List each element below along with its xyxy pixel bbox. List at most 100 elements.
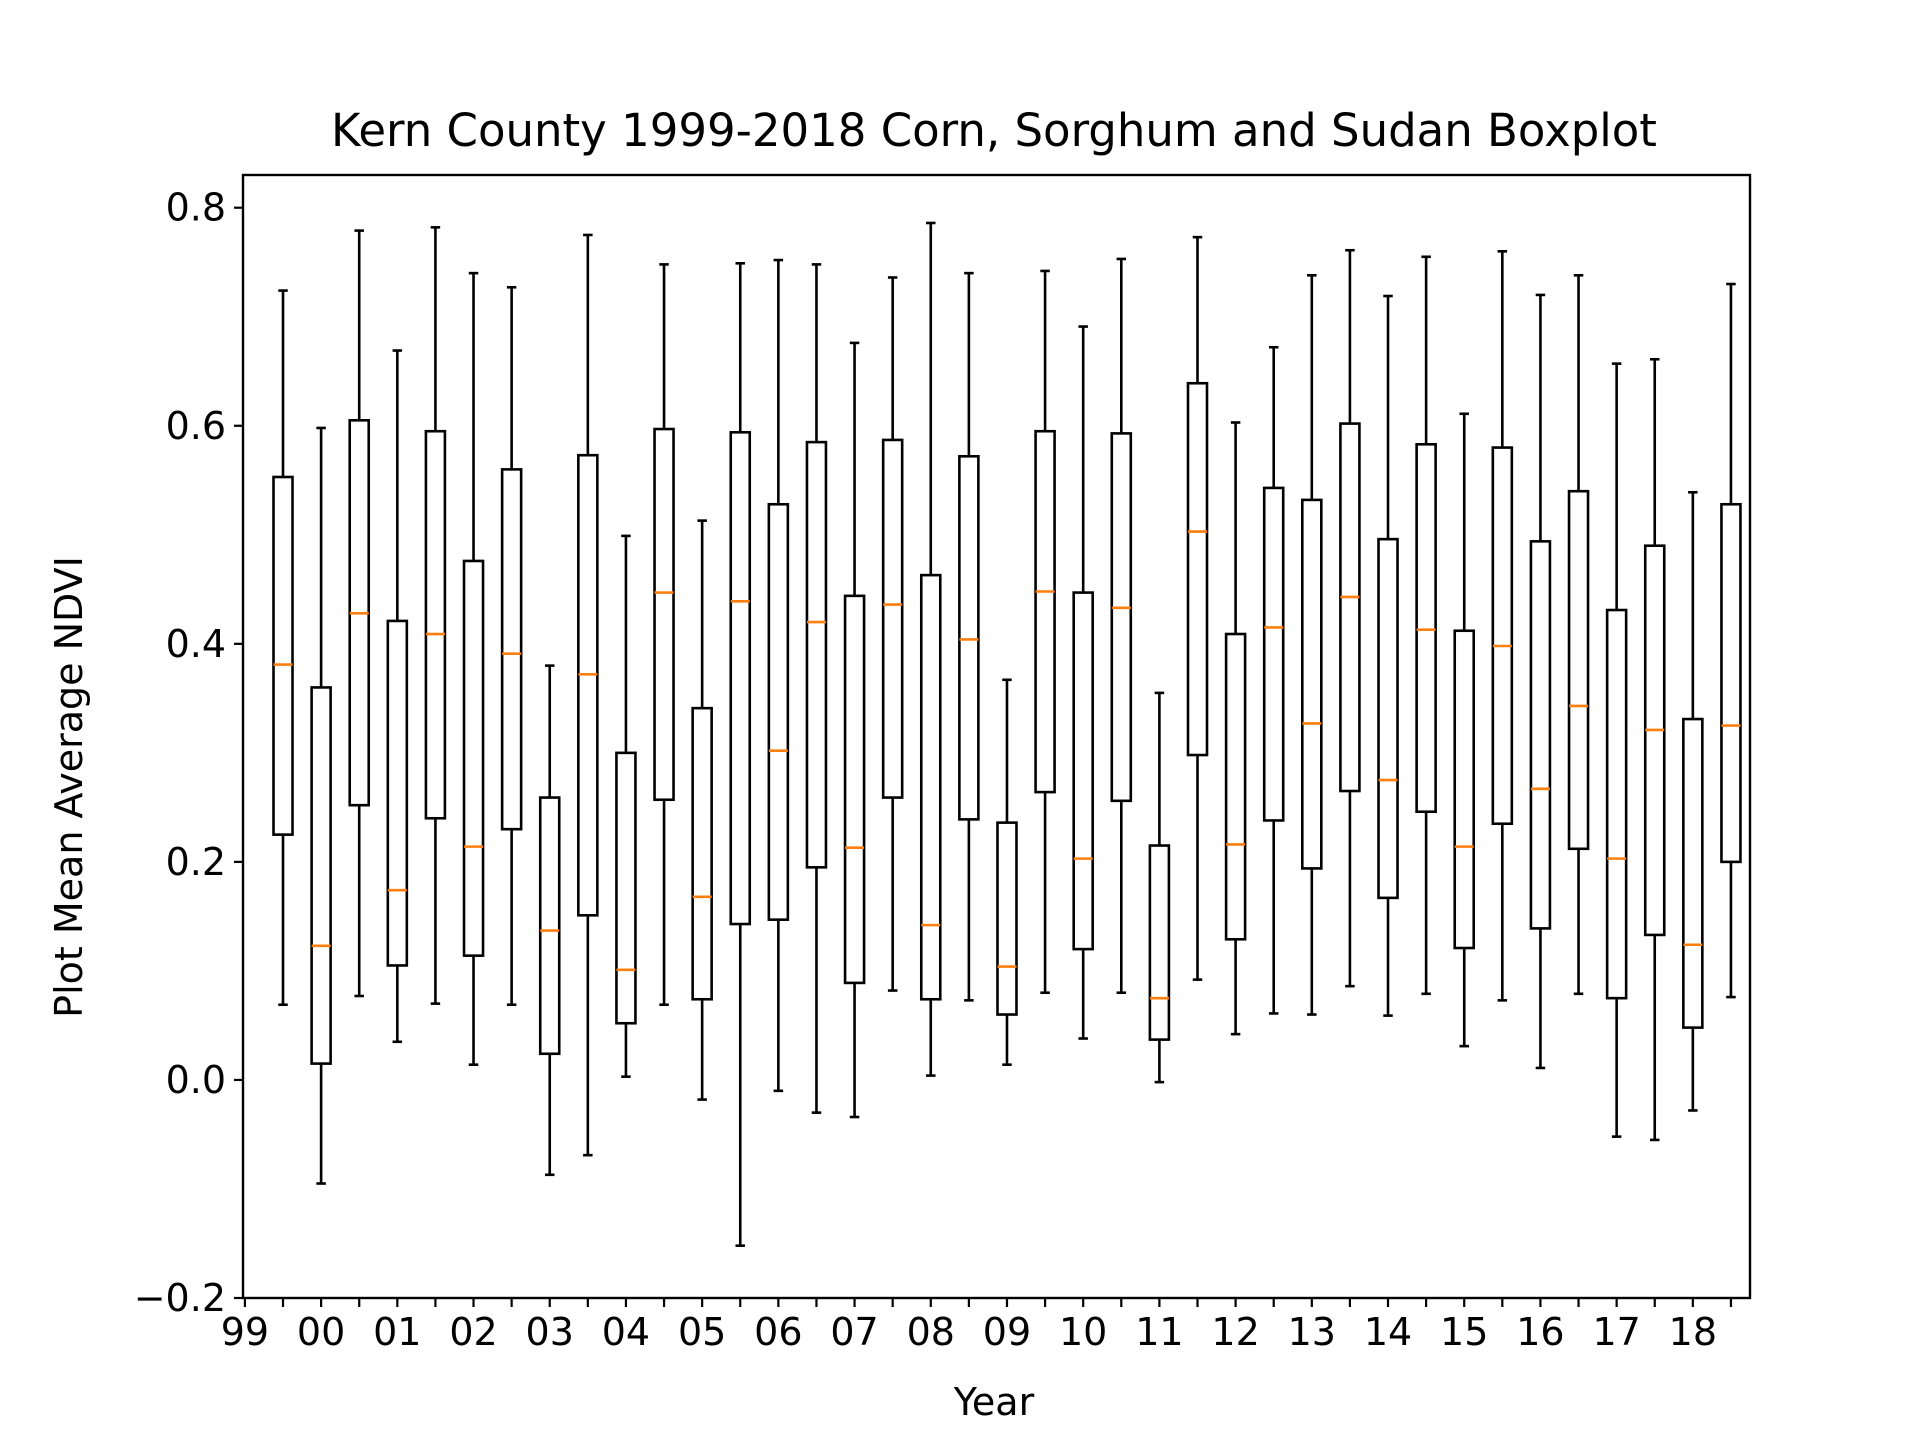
box-30 bbox=[1377, 294, 1399, 1017]
y-tick-label: 0.2 bbox=[166, 840, 226, 884]
y-tick-label: 0.4 bbox=[166, 622, 226, 666]
box-2 bbox=[310, 426, 332, 1185]
y-axis-label: Plot Mean Average NDVI bbox=[47, 556, 91, 1018]
box-8 bbox=[538, 664, 561, 1177]
x-tick-label: 06 bbox=[754, 1310, 802, 1354]
box-36 bbox=[1605, 362, 1628, 1138]
box-6 bbox=[462, 271, 485, 1066]
box-23 bbox=[1110, 257, 1133, 995]
x-axis-label: Year bbox=[953, 1380, 1035, 1424]
box-34 bbox=[1529, 293, 1552, 1070]
box-11 bbox=[653, 263, 675, 1007]
axes-frame bbox=[241, 173, 1752, 1300]
box-35 bbox=[1567, 274, 1590, 996]
box-iqr bbox=[691, 706, 713, 1001]
box-3 bbox=[348, 229, 371, 998]
box-33 bbox=[1491, 250, 1514, 1002]
box-28 bbox=[1301, 274, 1323, 1016]
x-tick-label: 15 bbox=[1440, 1310, 1488, 1354]
box-24 bbox=[1148, 691, 1171, 1084]
box-iqr bbox=[1415, 443, 1437, 814]
box-iqr bbox=[881, 438, 904, 799]
x-tick-label: 08 bbox=[907, 1310, 955, 1354]
x-tick-label: 14 bbox=[1364, 1310, 1412, 1354]
x-tick-label: 04 bbox=[602, 1310, 650, 1354]
box-15 bbox=[805, 263, 828, 1114]
box-21 bbox=[1034, 269, 1056, 995]
box-iqr bbox=[1643, 544, 1666, 937]
box-iqr bbox=[386, 619, 409, 967]
box-iqr bbox=[653, 427, 675, 802]
box-iqr bbox=[1377, 537, 1399, 900]
x-tick-label: 10 bbox=[1059, 1310, 1107, 1354]
box-9 bbox=[577, 233, 599, 1157]
box-iqr bbox=[1605, 608, 1628, 1000]
x-tick-label: 13 bbox=[1288, 1310, 1336, 1354]
x-tick-label: 05 bbox=[678, 1310, 726, 1354]
box-iqr bbox=[958, 454, 980, 821]
box-32 bbox=[1453, 412, 1476, 1048]
box-37 bbox=[1643, 357, 1666, 1142]
box-22 bbox=[1072, 325, 1094, 1040]
plot-area bbox=[272, 221, 1742, 1247]
box-iqr bbox=[500, 468, 523, 831]
box-10 bbox=[615, 534, 637, 1078]
box-iqr bbox=[615, 751, 637, 1025]
box-27 bbox=[1262, 345, 1285, 1015]
box-17 bbox=[881, 276, 904, 992]
x-tick-label: 03 bbox=[526, 1310, 574, 1354]
chart-title: Kern County 1999-2018 Corn, Sorghum and … bbox=[331, 104, 1657, 157]
box-38 bbox=[1682, 490, 1704, 1112]
y-tick-label: 0.0 bbox=[166, 1058, 226, 1102]
box-iqr bbox=[1148, 844, 1171, 1041]
box-iqr bbox=[767, 502, 790, 921]
box-25 bbox=[1186, 235, 1209, 981]
y-tick-label: −0.2 bbox=[134, 1276, 226, 1320]
box-iqr bbox=[272, 475, 294, 836]
x-tick-label: 01 bbox=[373, 1310, 421, 1354]
x-tick-label: 18 bbox=[1669, 1310, 1717, 1354]
box-26 bbox=[1224, 421, 1247, 1036]
x-tick-label: 02 bbox=[449, 1310, 497, 1354]
box-iqr bbox=[1186, 381, 1209, 757]
box-iqr bbox=[1301, 498, 1323, 870]
box-iqr bbox=[1339, 422, 1361, 793]
box-iqr bbox=[1720, 502, 1742, 864]
box-iqr bbox=[843, 594, 866, 985]
box-iqr bbox=[1453, 629, 1476, 950]
box-1 bbox=[272, 289, 294, 1007]
x-tick-label: 09 bbox=[983, 1310, 1031, 1354]
box-iqr bbox=[577, 453, 599, 917]
x-tick-label: 16 bbox=[1516, 1310, 1564, 1354]
box-iqr bbox=[538, 796, 561, 1056]
x-tick-label: 99 bbox=[221, 1310, 269, 1354]
box-iqr bbox=[462, 559, 485, 957]
box-iqr bbox=[1529, 540, 1552, 930]
box-18 bbox=[919, 221, 942, 1077]
box-5 bbox=[424, 226, 447, 1005]
box-iqr bbox=[1034, 429, 1056, 794]
box-7 bbox=[500, 285, 523, 1007]
axes: −0.2 0.0 0.2 0.4 0.6 0.8 99 00 01 02 03 04 05 06 07 08 0… bbox=[134, 173, 1752, 1354]
box-20 bbox=[996, 678, 1018, 1066]
x-tick-label: 12 bbox=[1211, 1310, 1259, 1354]
box-31 bbox=[1415, 255, 1437, 996]
box-4 bbox=[386, 349, 409, 1044]
box-iqr bbox=[1224, 632, 1247, 941]
box-iqr bbox=[1567, 489, 1590, 851]
box-iqr bbox=[729, 431, 752, 926]
box-iqr bbox=[424, 429, 447, 820]
box-13 bbox=[729, 262, 752, 1247]
box-iqr bbox=[919, 573, 942, 1001]
box-iqr bbox=[1072, 591, 1094, 951]
x-tick-label: 11 bbox=[1135, 1310, 1183, 1354]
box-iqr bbox=[310, 686, 332, 1065]
x-tick-label: 00 bbox=[297, 1310, 345, 1354]
box-iqr bbox=[1262, 486, 1285, 822]
box-29 bbox=[1339, 248, 1361, 988]
x-tick-label: 17 bbox=[1592, 1310, 1640, 1354]
box-39 bbox=[1720, 282, 1742, 999]
y-tick-label: 0.8 bbox=[166, 186, 226, 230]
